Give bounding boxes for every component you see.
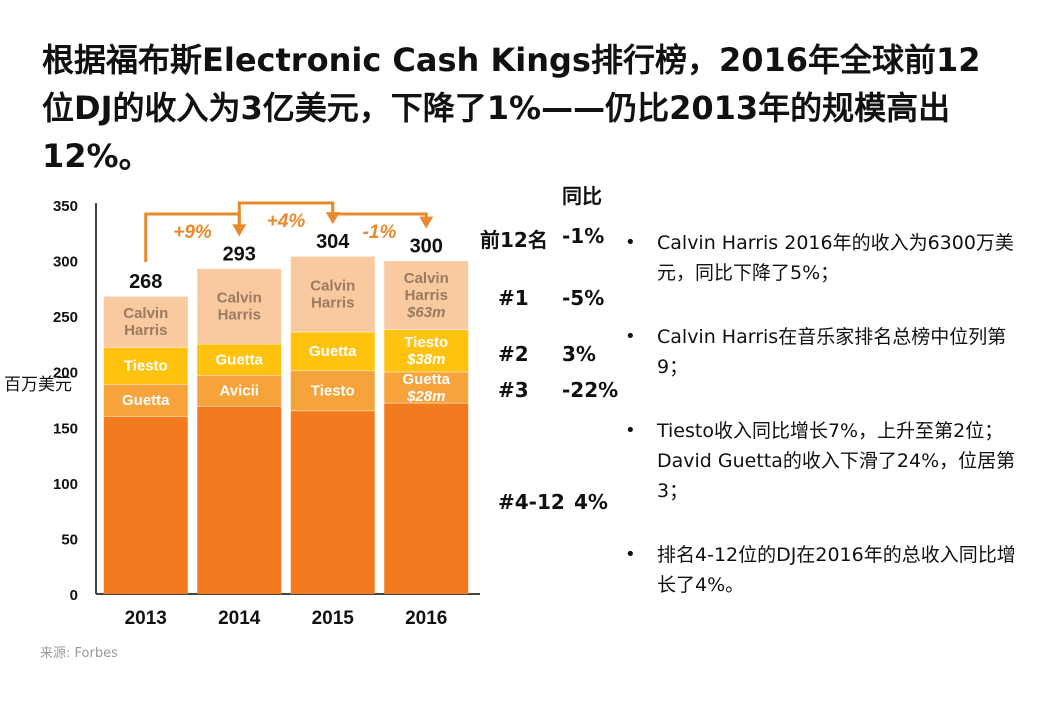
bar-segment (290, 256, 375, 332)
bar-segment (197, 375, 282, 407)
segment-name-label: Calvin (217, 290, 262, 307)
yoy-value: -5% (562, 286, 605, 310)
bar-segment (103, 347, 188, 384)
bar-segment (384, 402, 469, 594)
segment-value-label: $28m (406, 388, 445, 405)
segment-name-label: Guetta (122, 392, 170, 409)
note-item: Calvin Harris在音乐家排名总榜中位列第9； (625, 322, 1025, 382)
stacked-bar-chart: 0 50 100 150 200 250 300 350 2013 2014 2015 2016 Gu… (53, 198, 480, 629)
segment-name-label: Calvin (123, 305, 168, 322)
y-axis-label: 百万美元 (4, 375, 72, 395)
growth-label: +9% (173, 222, 212, 243)
growth-label: -1% (363, 222, 397, 243)
y-tick-label: 200 (53, 365, 78, 382)
segment-name-label: Tiesto (124, 358, 168, 375)
bar-total-label: 268 (129, 271, 162, 293)
yoy-rank: #3 (498, 378, 529, 402)
growth-arrow (331, 212, 428, 223)
growth-arrow (237, 201, 335, 235)
growth-arrows-layer: +9% +4% -1% (144, 201, 434, 263)
segment-name-label: Guetta (215, 351, 263, 368)
bar-segment (384, 329, 469, 372)
x-tick-label: 2013 (125, 608, 167, 629)
yoy-value: 4% (574, 490, 608, 514)
notes-list: Calvin Harris 2016年的收入为6300万美元，同比下降了5%； C… (625, 228, 1025, 634)
yoy-rank: #4-12 (498, 490, 565, 514)
page-title: 根据福布斯Electronic Cash Kings排行榜，2016年全球前12… (42, 41, 981, 175)
bar-segment (103, 296, 188, 348)
yoy-value: -22% (562, 378, 619, 402)
segment-name-label: Tiesto (404, 334, 448, 351)
x-tick-label: 2014 (218, 608, 261, 629)
y-tick-label: 0 (70, 587, 78, 604)
segment-name-label: Avicii (220, 383, 259, 400)
note-item: Calvin Harris 2016年的收入为6300万美元，同比下降了5%； (625, 228, 1025, 288)
bar-segment (197, 343, 282, 376)
bar-segment (290, 331, 375, 371)
y-tick-label: 300 (53, 254, 78, 271)
yoy-header: 同比 (562, 184, 602, 208)
segment-value-label: $38m (406, 351, 445, 368)
y-tick-label: 350 (53, 198, 78, 215)
note-item: Tiesto收入同比增长7%，上升至第2位；David Guetta的收入下滑了… (625, 416, 1025, 506)
yoy-rank: #1 (498, 286, 529, 310)
segment-name-label: Tiesto (311, 383, 355, 400)
bar-segment (103, 383, 188, 417)
segment-value-label: $63m (406, 304, 445, 321)
segment-name-label: Harris (311, 294, 354, 311)
bar-segment (290, 370, 375, 411)
source-note: 来源: Forbes (40, 646, 118, 661)
yoy-value: -1% (562, 224, 605, 248)
segment-name-label: Guetta (309, 343, 357, 360)
y-tick-label: 250 (53, 309, 78, 326)
bar-segment (197, 268, 282, 344)
bar-segment (290, 410, 375, 594)
yoy-value: 3% (562, 342, 596, 366)
bar-total-label: 293 (223, 243, 256, 265)
bars-layer (103, 255, 469, 594)
y-tick-label: 100 (53, 476, 78, 493)
bar-total-label: 300 (410, 236, 443, 258)
bar-segment (384, 260, 469, 330)
segment-name-label: Harris (405, 287, 448, 304)
bar-segment (103, 416, 188, 594)
y-tick-label: 150 (53, 420, 78, 437)
segment-name-label: Calvin (310, 277, 355, 294)
bar-segment (197, 406, 282, 594)
labels-layer: GuettaTiestoCalvinHarris268AviciiGuettaC… (122, 231, 451, 409)
segment-name-label: Guetta (402, 371, 450, 388)
segment-name-label: Calvin (404, 270, 449, 287)
segment-name-label: Harris (124, 322, 167, 339)
x-tick-label: 2016 (405, 608, 447, 629)
growth-label: +4% (267, 211, 306, 232)
bar-total-label: 304 (316, 231, 350, 253)
yoy-rank: #2 (498, 342, 529, 366)
bar-segment (384, 371, 469, 403)
segment-name-label: Harris (218, 307, 261, 324)
note-item: 排名4-12位的DJ在2016年的总收入同比增长了4%。 (625, 540, 1025, 600)
yoy-rank: 前12名 (480, 228, 548, 252)
x-tick-label: 2015 (312, 608, 355, 629)
y-tick-label: 50 (61, 531, 78, 548)
growth-arrowhead (419, 216, 434, 229)
